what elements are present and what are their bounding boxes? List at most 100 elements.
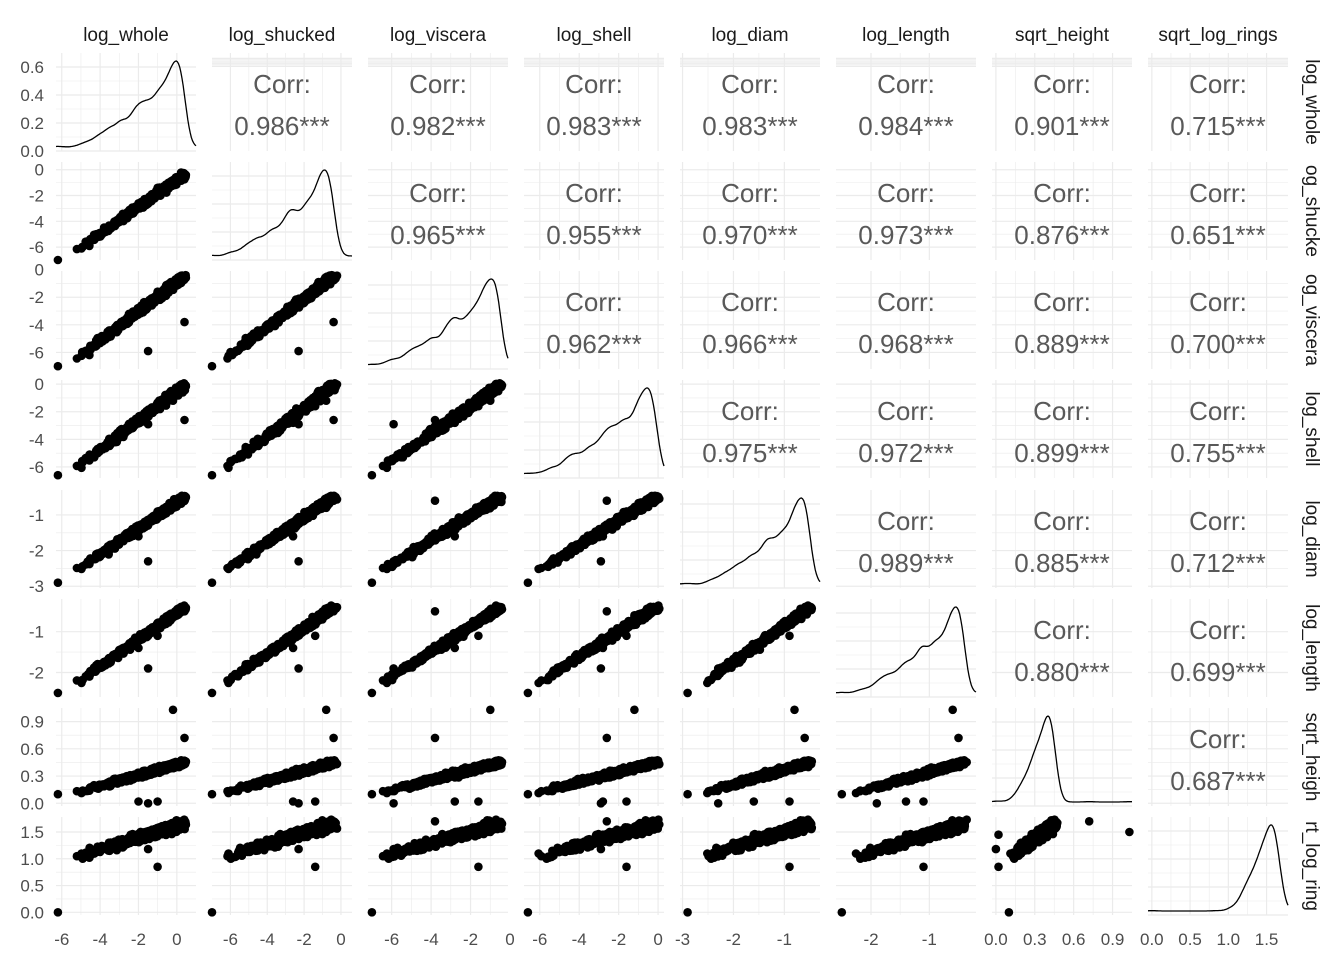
data-point: [124, 317, 133, 327]
panel-4-6: [992, 490, 1132, 588]
panel-0-2: [368, 53, 508, 151]
panel-3-5: [836, 380, 976, 478]
data-point: [242, 338, 252, 348]
data-point: [235, 344, 245, 353]
data-point: [134, 304, 143, 313]
panel-7-6: [992, 817, 1132, 915]
scatter-2-1: [207, 270, 342, 371]
data-point: [94, 445, 103, 455]
data-point: [143, 419, 153, 429]
data-point: [104, 332, 113, 342]
data-point: [153, 287, 162, 297]
panel-2-3: [524, 271, 664, 369]
data-point: [301, 295, 311, 304]
data-point: [474, 401, 483, 411]
data-point: [486, 396, 495, 406]
data-point: [393, 450, 402, 459]
data-point: [77, 463, 86, 473]
data-point: [143, 297, 152, 307]
data-point: [85, 344, 94, 353]
data-point: [321, 279, 331, 288]
panel-5-5: [836, 599, 976, 698]
data-point: [292, 408, 302, 418]
data-point: [423, 433, 432, 442]
data-point: [301, 403, 311, 413]
data-point: [207, 470, 217, 480]
data-point: [124, 421, 133, 431]
scatter-2-0: [53, 270, 191, 371]
scatter-3-1: [207, 379, 342, 480]
data-point: [153, 401, 162, 411]
panel-2-6: [992, 271, 1132, 369]
data-point: [111, 323, 120, 332]
panel-0-3: [524, 53, 664, 151]
data-point: [180, 317, 189, 327]
data-point: [207, 361, 217, 371]
panel-2-5: [836, 271, 976, 369]
data-point: [389, 419, 398, 429]
panel-0-4: [680, 53, 820, 151]
panel-0-6: [992, 53, 1132, 151]
scatter-3-0: [53, 379, 191, 480]
data-point: [322, 386, 331, 396]
data-point: [53, 470, 63, 480]
data-point: [85, 236, 94, 245]
panel-5-7: [1148, 599, 1288, 697]
panel-1-7: [1148, 162, 1288, 260]
data-point: [261, 433, 270, 442]
panel-6-6: [992, 708, 1132, 807]
scatter-1-0: [53, 168, 191, 265]
panel-1-6: [992, 162, 1132, 260]
data-point: [326, 271, 336, 281]
panel-0-1: [212, 53, 352, 151]
panel-6-4: [680, 708, 820, 806]
data-point: [180, 415, 189, 425]
data-point: [252, 332, 261, 342]
data-point: [111, 218, 120, 227]
panel-3-4: [680, 380, 820, 478]
data-point: [143, 408, 152, 418]
data-point: [111, 433, 120, 442]
data-point: [53, 361, 63, 371]
data-point: [124, 210, 133, 219]
data-point: [168, 396, 178, 406]
data-point: [450, 418, 460, 428]
panel-4-5: [836, 490, 976, 588]
data-point: [77, 351, 86, 361]
data-point: [152, 189, 161, 199]
panel-2-7: [1148, 271, 1288, 369]
data-point: [171, 386, 181, 396]
panel-3-3: [524, 380, 664, 479]
data-point: [134, 199, 143, 208]
data-point: [409, 441, 418, 450]
panel-0-7: [1148, 53, 1288, 151]
panel-1-1: [212, 162, 352, 261]
panel-4-1: [212, 490, 352, 588]
data-point: [252, 441, 261, 450]
data-point: [94, 231, 103, 240]
data-point: [459, 408, 469, 418]
panel-4-4: [680, 490, 820, 589]
data-point: [496, 381, 506, 390]
data-point: [177, 271, 187, 281]
data-point: [224, 351, 233, 361]
data-point: [143, 346, 153, 356]
panel-5-6: [992, 599, 1132, 697]
scatter-3-2: [367, 379, 507, 480]
panel-1-4: [680, 162, 820, 260]
data-point: [53, 255, 63, 265]
panel-2-2: [368, 271, 508, 370]
scatter-4-0: [53, 491, 191, 587]
data-point: [180, 170, 189, 180]
data-point: [242, 445, 252, 455]
panel-6-7: [1148, 708, 1288, 806]
panel-4-7: [1148, 490, 1288, 588]
data-point: [77, 244, 86, 253]
data-point: [310, 401, 320, 411]
panel-2-4: [680, 271, 820, 369]
data-point: [401, 445, 410, 455]
data-point: [288, 418, 298, 428]
panel-4-2: [368, 490, 508, 588]
panel-3-7: [1148, 380, 1288, 478]
